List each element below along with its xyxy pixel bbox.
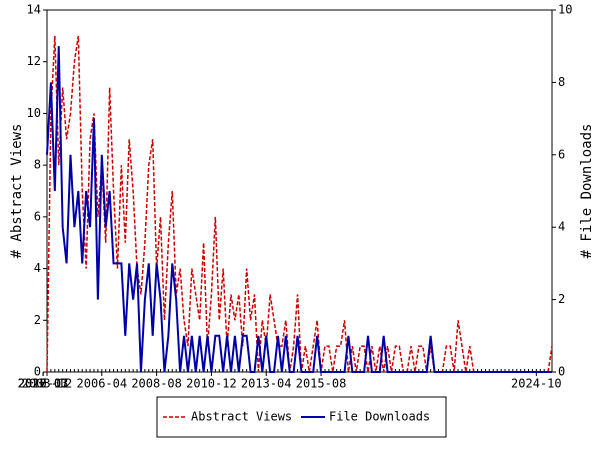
y-tick-label: 10: [27, 106, 41, 120]
legend-label: File Downloads: [329, 410, 430, 424]
x-tick-label: 2006-04: [77, 377, 128, 391]
x-tick-label: 2013-04: [241, 377, 292, 391]
x-tick-label: 2015-08: [296, 377, 347, 391]
legend-label: Abstract Views: [191, 410, 292, 424]
y-tick-label: 0: [34, 365, 41, 379]
x-tick-label: 2010-12: [186, 377, 237, 391]
y-tick-label: 4: [34, 261, 41, 275]
x-tick-label: 2022-07: [18, 377, 69, 391]
series-line: [46, 35, 553, 373]
y2-tick-label: 8: [558, 75, 565, 89]
y-tick-label: 8: [34, 158, 41, 172]
plot-frame: [46, 9, 553, 373]
x-tick-label: 2003-12: [22, 377, 73, 391]
x-tick-label: 2020-03: [18, 377, 69, 391]
x-tick-label: 2024-10: [511, 377, 562, 391]
y-axis-label: # Abstract Views: [9, 124, 25, 259]
y-tick-label: 6: [34, 209, 41, 223]
y2-tick-label: 4: [558, 220, 565, 234]
y2-tick-label: 6: [558, 147, 565, 161]
y2-tick-label: 0: [558, 365, 565, 379]
x-tick-label: 2017-11: [18, 377, 69, 391]
y-tick-label: 14: [27, 3, 41, 17]
series-line: [46, 46, 552, 373]
y2-tick-label: 10: [558, 3, 572, 17]
y-tick-label: 12: [27, 54, 41, 68]
x-tick-label: 2008-08: [131, 377, 182, 391]
y2-axis-label: # File Downloads: [579, 124, 595, 259]
y2-tick-label: 2: [558, 292, 565, 306]
y-tick-label: 2: [34, 313, 41, 327]
